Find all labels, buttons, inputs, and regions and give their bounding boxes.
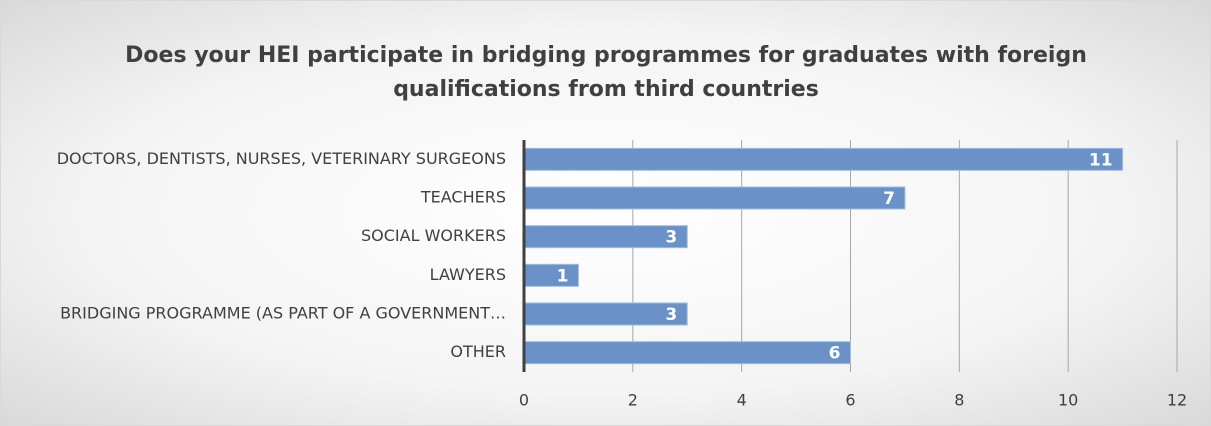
value-label: 3 [665, 228, 677, 248]
value-label: 3 [665, 305, 677, 325]
x-tick-label: 10 [1058, 391, 1078, 410]
value-label: 6 [829, 344, 841, 364]
value-label: 7 [883, 189, 895, 209]
bar [523, 225, 688, 249]
y-tick-label: SOCIAL WORKERS [361, 226, 506, 245]
y-tick-label: OTHER [450, 342, 506, 361]
x-tick-label: 12 [1167, 391, 1187, 410]
bar [523, 302, 688, 326]
value-label: 11 [1089, 150, 1113, 170]
x-tick-label: 2 [628, 391, 638, 410]
y-tick-label: BRIDGING PROGRAMME (AS PART OF A GOVERNM… [60, 304, 506, 323]
y-tick-label: TEACHERS [420, 188, 506, 207]
x-tick-label: 4 [737, 391, 747, 410]
y-tick-label: LAWYERS [430, 265, 506, 284]
bar [523, 147, 1124, 171]
bar [523, 341, 851, 365]
bar [523, 263, 579, 287]
value-label: 1 [557, 266, 569, 286]
chart-title: Does your HEI participate in bridging pr… [125, 43, 1087, 102]
x-tick-label: 0 [519, 391, 529, 410]
x-tick-label: 6 [845, 391, 855, 410]
y-tick-label: DOCTORS, DENTISTS, NURSES, VETERINARY SU… [57, 149, 506, 168]
x-tick-label: 8 [954, 391, 964, 410]
bar [523, 186, 906, 210]
